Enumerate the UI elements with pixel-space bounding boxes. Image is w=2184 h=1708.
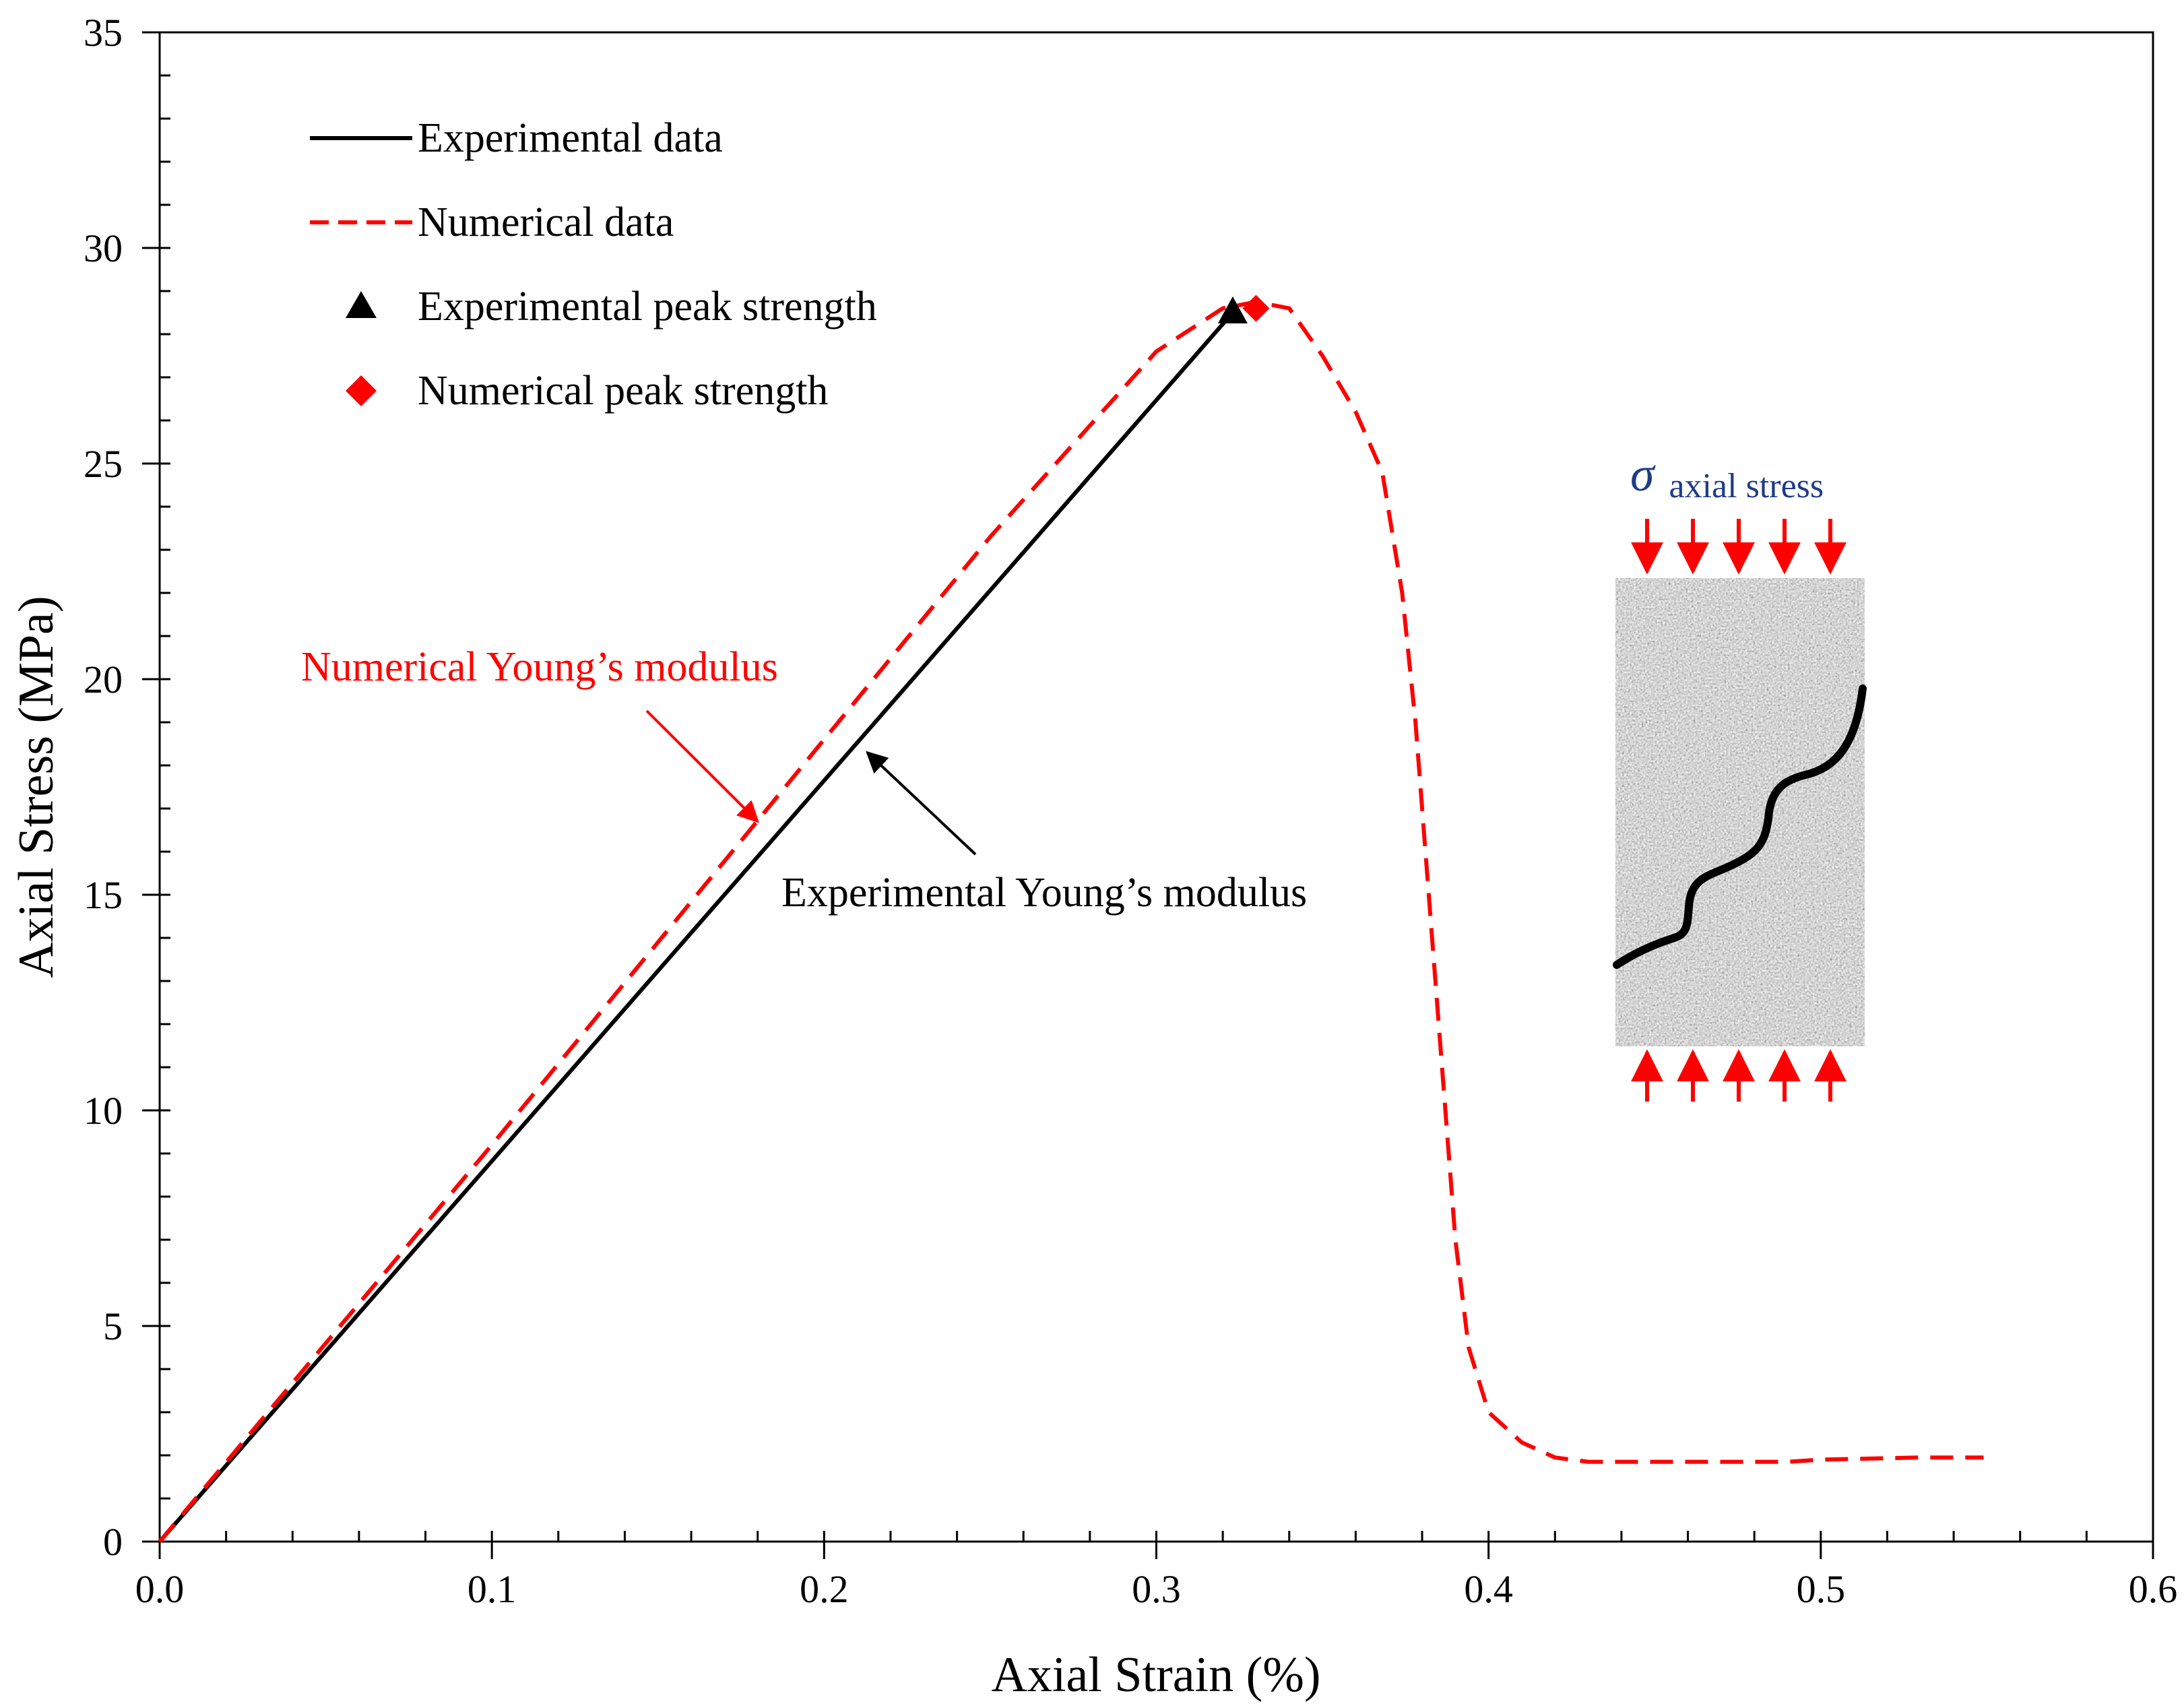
- x-axis: 0.0 0.1 0.2 0.3 0.4 0.5 0.6: [135, 1531, 2178, 1611]
- annotation-arrow-experimental: [866, 751, 977, 856]
- legend-swatch-numerical-peak: [346, 375, 377, 406]
- inset-sigma-symbol: σ: [1630, 447, 1656, 501]
- x-axis-title: Axial Strain (%): [991, 1647, 1320, 1703]
- y-axis-title: Axial Stress (MPa): [9, 596, 64, 978]
- rock-specimen-texture: [1615, 578, 1865, 1046]
- legend: Experimental data Numerical data Experim…: [310, 115, 877, 414]
- inset-sigma-label: σ axial stress: [1630, 447, 1824, 505]
- y-tick-label: 25: [84, 442, 123, 486]
- y-tick-label: 35: [84, 11, 123, 55]
- experimental-peak-marker: [1217, 296, 1248, 323]
- annotation-arrow-numerical: [645, 709, 759, 823]
- series-line-experimental-data: [158, 311, 1235, 1543]
- specimen-inset: σ axial stress: [1613, 447, 1867, 1102]
- y-tick-label: 10: [84, 1089, 123, 1133]
- y-tick-label: 0: [103, 1520, 123, 1564]
- legend-label-numerical-data: Numerical data: [418, 199, 674, 245]
- y-tick-label: 20: [84, 658, 123, 701]
- annotation-experimental-youngs-modulus: Experimental Young’s modulus: [781, 870, 1307, 916]
- x-tick-label: 0.5: [1797, 1567, 1846, 1611]
- specimen-crack: [1613, 685, 1867, 969]
- series-line-numerical-data: [158, 299, 1984, 1543]
- y-tick-label: 30: [84, 226, 123, 270]
- x-tick-label: 0.0: [135, 1567, 185, 1611]
- x-tick-label: 0.1: [468, 1567, 517, 1611]
- top-load-arrows: [1631, 519, 1846, 575]
- x-tick-label: 0.6: [2129, 1567, 2178, 1611]
- y-tick-label: 5: [103, 1304, 123, 1348]
- legend-label-numerical-peak: Numerical peak strength: [418, 368, 828, 414]
- x-tick-label: 0.2: [800, 1567, 849, 1611]
- y-tick-label: 15: [84, 873, 123, 917]
- legend-label-experimental-data: Experimental data: [418, 115, 723, 161]
- inset-axial-stress-text: axial stress: [1669, 467, 1824, 505]
- annotation-numerical-youngs-modulus: Numerical Young’s modulus: [301, 644, 778, 690]
- legend-label-experimental-peak: Experimental peak strength: [418, 284, 877, 329]
- x-tick-label: 0.4: [1464, 1567, 1513, 1611]
- x-tick-label: 0.3: [1132, 1567, 1181, 1611]
- bottom-load-arrows: [1631, 1049, 1846, 1102]
- y-axis: 0 5 10 15 20 25 30 35: [84, 11, 170, 1564]
- numerical-peak-marker: [1242, 294, 1270, 322]
- legend-swatch-experimental-peak: [346, 291, 377, 318]
